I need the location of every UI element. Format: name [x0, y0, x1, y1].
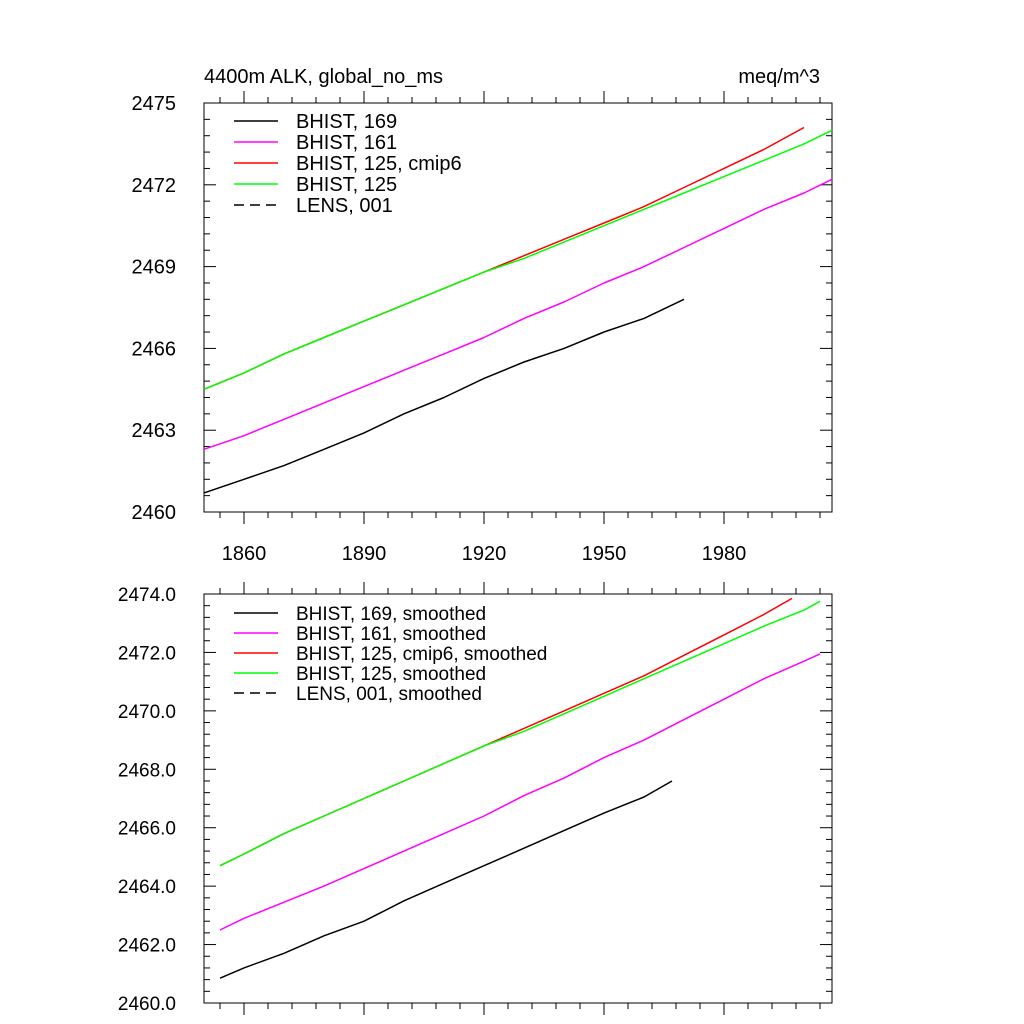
p1-ytick-label: 2468.0	[118, 760, 176, 781]
p1-series-line-bhist-125-smoothed	[219, 600, 821, 867]
p0-xtick-label: 1980	[702, 543, 747, 565]
p1-legend-label: BHIST, 125, cmip6, smoothed	[296, 644, 547, 665]
p0-plot-frame	[203, 102, 833, 513]
p0-legend-label: LENS, 001	[296, 195, 393, 217]
panel-bottom: 2460.0 2462.0 2464.0 2466.0 2468.0 2470.0 2472…	[118, 582, 833, 1015]
p0-legend-label: BHIST, 125	[296, 174, 397, 196]
p1-legend-label: BHIST, 169, smoothed	[296, 604, 486, 625]
p1-legend-label: BHIST, 161, smoothed	[296, 624, 486, 645]
p0-series-line-bhist-161	[203, 178, 833, 451]
p1-ytick-label: 2462.0	[118, 936, 176, 957]
p1-legend-label: BHIST, 125, smoothed	[296, 664, 486, 685]
p0-xtick-label: 1950	[582, 543, 627, 565]
p1-series-line-bhist-161-smoothed	[219, 653, 821, 931]
p1-ytick-label: 2470.0	[118, 702, 176, 723]
p0-ytick-label: 2472	[132, 175, 177, 197]
p1-ytick-label: 2460.0	[118, 994, 176, 1015]
p0-xtick-label: 1860	[222, 543, 267, 565]
p1-ytick-label: 2464.0	[118, 877, 176, 898]
p1-legend-label: LENS, 001, smoothed	[296, 684, 482, 705]
p1-ytick-label: 2472.0	[118, 643, 176, 664]
p0-title-left: 4400m ALK, global_no_ms	[204, 66, 443, 88]
p1-series-line-bhist-169-smoothed	[219, 780, 673, 979]
p1-ytick-label: 2466.0	[118, 819, 176, 840]
p0-legend-label: BHIST, 169	[296, 111, 397, 133]
p0-legend-label: BHIST, 161	[296, 132, 397, 154]
p0-title-right: meq/m^3	[738, 66, 820, 88]
p0-xtick-label: 1890	[342, 543, 387, 565]
p1-ytick-label: 2474.0	[118, 585, 176, 606]
p0-ytick-label: 2463	[132, 420, 177, 442]
p0-series-line-bhist-169	[203, 298, 685, 494]
p0-ytick-label: 2475	[132, 93, 177, 115]
p0-ytick-label: 2466	[132, 338, 177, 360]
p0-legend-label: BHIST, 125, cmip6	[296, 153, 462, 175]
p0-ytick-label: 2460	[132, 502, 177, 524]
p0-series-line-bhist-125	[203, 129, 833, 390]
p1-plot-frame	[203, 593, 833, 1004]
p0-ytick-label: 2469	[132, 257, 177, 279]
panel-top: 2460 2463 2466 2469 2472 2475 1860 1890 1920 1950…	[132, 66, 833, 565]
p0-xtick-label: 1920	[462, 543, 507, 565]
